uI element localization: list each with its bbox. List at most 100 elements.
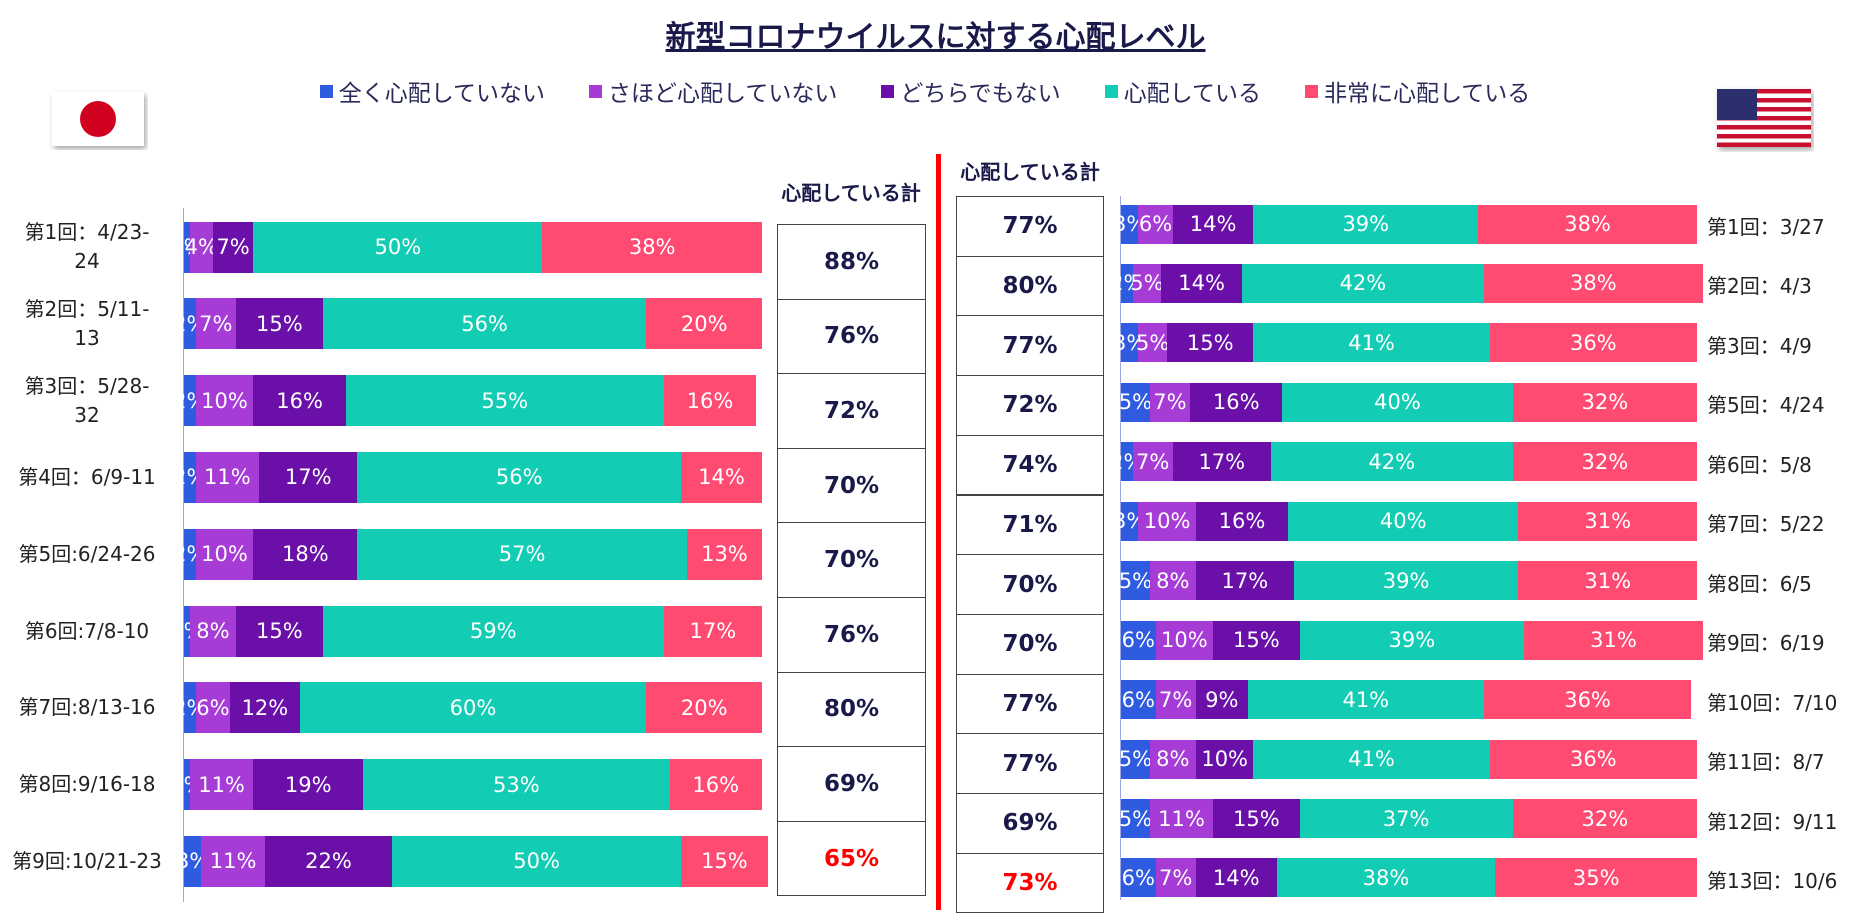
data-label: 15% [1186,330,1234,355]
data-label: 38% [628,235,676,259]
data-label: 6% [1138,212,1173,236]
bar-segment: 13% [686,528,762,580]
bar-segment: 14% [1195,858,1277,898]
data-label: 7% [1159,865,1193,890]
bar-segment: 2% [173,375,206,427]
bar-segment: 2% [1110,442,1143,482]
bar-segment: 16% [669,759,762,811]
bar-segment: 10% [195,375,254,427]
bar-segment: 17% [259,451,358,503]
flag-body [1717,89,1811,147]
bar-segment: 5% [1119,561,1152,601]
category-label: 第3回：4/9 [1707,333,1812,358]
category-label: 第7回：5/22 [1707,512,1825,537]
data-label: 18% [282,542,329,567]
bar-segment: 15% [236,298,323,350]
bar-segment: 8% [1149,561,1196,601]
bar-segment: 15% [1213,620,1300,660]
data-label: 16% [692,772,740,797]
bar-segment: 9% [1195,680,1248,720]
data-label: 38% [1564,212,1611,236]
bar-segment: 16% [253,375,346,427]
data-label: 36% [1569,330,1617,355]
data-label: 7% [1153,390,1187,415]
category-label: 第11回：8/7 [1707,750,1825,775]
category-label: 第13回：10/6 [1707,868,1838,893]
bar-segment: 6% [1121,680,1156,720]
data-label: 56% [495,465,543,490]
total-cell: 69% [956,793,1104,854]
bar-segment: 10% [1155,620,1214,660]
data-label: 17% [689,619,737,643]
data-label: 19% [284,772,332,797]
title: 新型コロナウイルスに対する心配レベル [0,12,1871,56]
bar-segment: 19% [253,759,364,811]
bar-segment: 55% [345,375,664,427]
bar-segment: 6% [1121,858,1156,898]
data-label: 37% [1382,806,1430,831]
data-label: 9% [1205,687,1239,712]
legend-item: どちらでもない [881,74,1061,108]
category-label: 第1回：3/27 [1707,215,1825,239]
bar-segment: 36% [1489,739,1697,779]
data-label: 11% [209,849,257,874]
bar-segment: 11% [1149,799,1214,838]
total-cell: 73% [956,852,1104,914]
data-label: 36% [1569,747,1617,772]
data-label: 31% [1584,568,1632,593]
bar-segment: 20% [646,682,762,734]
bar-segment: 50% [392,835,682,887]
japan-flag [52,92,144,146]
category-label: 第6回:7/8-10 [24,618,150,643]
data-label: 10% [1143,509,1191,534]
bar-segment: 22% [264,835,393,887]
bar-segment: 5% [1118,799,1153,838]
category-label: 第8回:9/16-18 [18,772,156,797]
data-label: 8% [1156,568,1190,593]
data-label: 50% [374,235,422,259]
data-label: 5% [1118,806,1153,831]
category-label: 第7回:8/13-16 [18,695,156,720]
bar-segment: 2% [173,451,206,503]
total-cell: 80% [956,255,1104,317]
data-label: 32% [1581,806,1629,831]
bar-segment: 37% [1299,799,1513,838]
bar-segment: 15% [236,605,323,657]
divider [936,154,941,910]
data-label: 31% [1584,509,1632,534]
chart-title: 新型コロナウイルスに対する心配レベル [665,20,1206,55]
bar-segment: 15% [681,835,768,887]
data-label: 14% [1212,865,1260,890]
bar-segment: 11% [189,759,254,811]
bar-segment: 38% [542,221,762,273]
bar-segment: 2% [173,682,206,734]
data-label: 10% [1161,628,1208,653]
data-label: 59% [469,619,517,643]
totals-header: 心配している計 [960,160,1100,184]
bar-segment: 7% [212,221,254,273]
bar-segment: 10% [1195,739,1254,779]
bar-segment: 32% [1512,382,1697,422]
data-label: 39% [1388,628,1436,653]
total-cell: 72% [956,375,1104,436]
data-label: 14% [1178,271,1225,296]
legend-item: 心配している [1104,74,1261,108]
data-label: 6% [1121,628,1155,653]
bar-segment: 59% [322,605,664,657]
bar-segment: 2% [173,528,206,580]
bar-segment: 7% [195,298,236,350]
bar-segment: 31% [1518,501,1697,541]
category-label: 第6回：5/8 [1707,452,1812,477]
bar-segment: 14% [1172,204,1254,244]
bar-segment: 32% [1512,799,1697,838]
bar-segment: 10% [1138,501,1196,541]
bar-segment: 5% [1118,739,1153,779]
bar-segment: 18% [253,528,358,580]
bar-segment: 3% [176,835,209,887]
data-label: 20% [680,311,728,336]
bar-segment: 39% [1253,204,1479,244]
legend-item: 非常に心配している [1304,74,1530,108]
bar-segment: 39% [1293,561,1519,601]
data-label: 5% [1118,747,1153,772]
